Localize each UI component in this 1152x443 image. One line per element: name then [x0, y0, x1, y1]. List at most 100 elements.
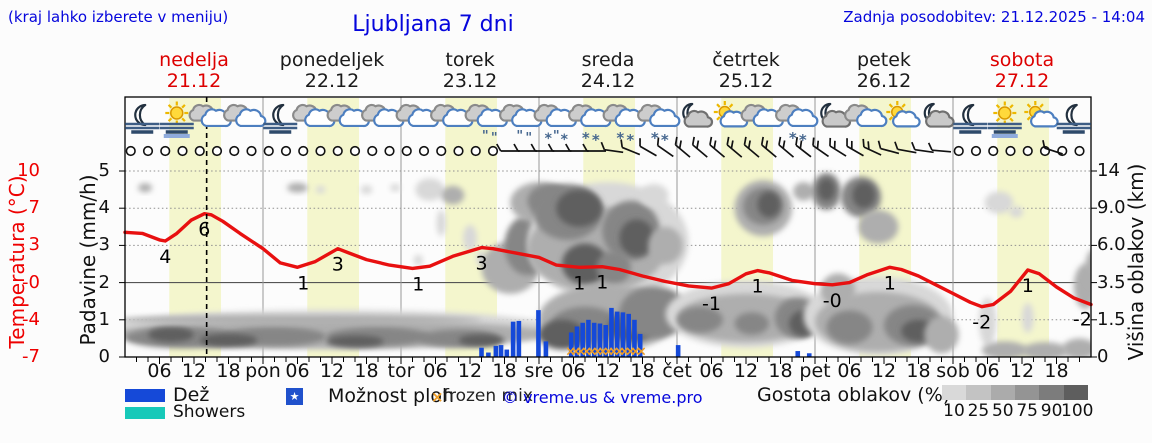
- day-header-petek: petek 26.12: [809, 50, 959, 92]
- day-header-sobota: sobota 27.12: [947, 50, 1097, 92]
- height-tick-label: 3.5: [1097, 271, 1126, 293]
- sky-icon-sun-fog: [987, 101, 1022, 138]
- copyright-link[interactable]: © vreme.us & vreme.pro: [502, 388, 703, 407]
- cloud-density-step: [1063, 385, 1088, 400]
- height-tick-label: 0: [1097, 346, 1109, 367]
- wind-barb-icon: [812, 137, 830, 158]
- rain-bar: [603, 325, 608, 357]
- wind-barb-icon: [846, 138, 864, 157]
- wind-barb-icon: [778, 136, 795, 158]
- day-name: sobota: [989, 49, 1055, 71]
- rain-bar: [510, 321, 516, 357]
- sky-icon-cloud: [188, 103, 232, 128]
- svg-text:*: *: [661, 131, 669, 149]
- frozen-mix-legend-label: frozen mix: [443, 386, 533, 406]
- day-name: petek: [857, 49, 911, 71]
- time-axis-label: 18: [1044, 360, 1069, 382]
- sky-icon-cloud: [223, 103, 267, 128]
- rain-bar: [568, 332, 574, 357]
- day-date: 26.12: [856, 70, 912, 92]
- temperature-value-label: 1: [596, 272, 608, 294]
- wind-barb-icon: [1042, 139, 1063, 155]
- day-header-sreda: sreda 24.12: [533, 50, 683, 92]
- precip-tick-label: 1: [98, 308, 110, 330]
- svg-text:": ": [516, 129, 523, 144]
- wind-barb-icon: [674, 136, 691, 158]
- svg-text:×: ×: [570, 345, 581, 360]
- day-name: sreda: [581, 49, 635, 71]
- svg-text:": ": [525, 131, 532, 146]
- time-axis-label: 06: [699, 360, 724, 382]
- wind-calm-icon: [1074, 145, 1085, 157]
- wind-calm-icon: [401, 145, 412, 157]
- wind-calm-icon: [487, 145, 499, 157]
- day-name: ponedeljek: [279, 49, 385, 71]
- time-axis-label: 18: [354, 360, 379, 382]
- svg-text:": ": [553, 129, 560, 144]
- time-axis-label: 06: [561, 360, 586, 382]
- height-tick-label: 14: [1097, 160, 1120, 181]
- cloud-density-field: [125, 172, 1091, 357]
- precip-tick-label: 4: [98, 197, 110, 219]
- wind-barb-icon: [877, 140, 900, 155]
- temp-tick-label: -4: [22, 308, 40, 330]
- temperature-value-label: 1: [412, 273, 424, 295]
- sky-icon-moon-cloud: [923, 102, 955, 128]
- time-axis-label: sob: [936, 360, 970, 382]
- time-axis-label: 18: [492, 360, 517, 382]
- sky-icon-moon-cloud: [820, 102, 852, 128]
- height-tick-label: 9.0: [1097, 197, 1126, 219]
- wind-calm-icon: [470, 145, 481, 157]
- wind-calm-icon: [280, 145, 292, 157]
- wind-calm-icon: [298, 145, 309, 157]
- wind-barb-icon: [743, 136, 760, 158]
- temperature-line: [123, 211, 1093, 309]
- wind-barb-icon: [565, 143, 589, 152]
- temperature-value-label: 3: [475, 253, 487, 275]
- sky-icon-sun-cloud: [713, 101, 749, 128]
- wind-calm-icon: [953, 145, 964, 157]
- sky-icon-moon-fog: [125, 103, 160, 134]
- frozen-mix-markers: ××××××××××××××: [565, 345, 647, 360]
- svg-text:*: *: [616, 129, 624, 147]
- rain-bar: [504, 349, 510, 357]
- cloud-density-gradient-bar: [942, 385, 1088, 400]
- day-header-ponedeljek: ponedeljek 22.12: [257, 50, 407, 92]
- wind-calm-icon: [453, 145, 464, 157]
- rain-bar: [632, 319, 637, 357]
- wind-calm-icon: [177, 145, 188, 157]
- day-date: 27.12: [994, 70, 1050, 92]
- sky-icon-moon-cloud: [682, 102, 714, 128]
- page-title: Ljubljana 7 dni: [352, 12, 514, 37]
- rain-bar: [675, 345, 681, 357]
- day-date: 22.12: [304, 70, 360, 92]
- time-axis-label: 12: [181, 360, 207, 382]
- wind-barb-icon: [600, 141, 624, 154]
- svg-text:*: *: [561, 132, 569, 148]
- wind-calm-icon: [988, 145, 999, 157]
- cloud-density-legend-label: Gostota oblakov (%): [757, 384, 951, 406]
- time-axis-label: 06: [147, 360, 172, 382]
- temperature-value-label: 1: [751, 276, 763, 298]
- rain-bar: [795, 351, 801, 357]
- time-axis-label: tor: [387, 360, 415, 382]
- time-axis-label: 18: [906, 360, 931, 382]
- wind-calm-icon: [418, 145, 430, 157]
- time-axis-label: 12: [1009, 360, 1035, 382]
- cloud-density-level: 50: [991, 401, 1014, 421]
- svg-text:×: ×: [619, 345, 630, 360]
- shower-chance-star-icon: ★: [286, 388, 303, 405]
- cloud-density-step: [1039, 385, 1064, 400]
- wind-barb-icon: [620, 139, 641, 156]
- rain-bar: [486, 352, 491, 357]
- svg-text:": ": [482, 129, 489, 144]
- wind-calm-icon: [332, 145, 343, 157]
- day-date: 25.12: [718, 70, 774, 92]
- wind-barb-icon: [726, 136, 743, 158]
- rain-bar: [620, 312, 626, 357]
- last-update-timestamp: Zadnja posodobitev: 21.12.2025 - 14:04: [843, 8, 1145, 26]
- time-axis-label: pet: [799, 360, 831, 382]
- cloud-density-level: 25: [967, 401, 990, 421]
- rain-bar: [586, 319, 591, 357]
